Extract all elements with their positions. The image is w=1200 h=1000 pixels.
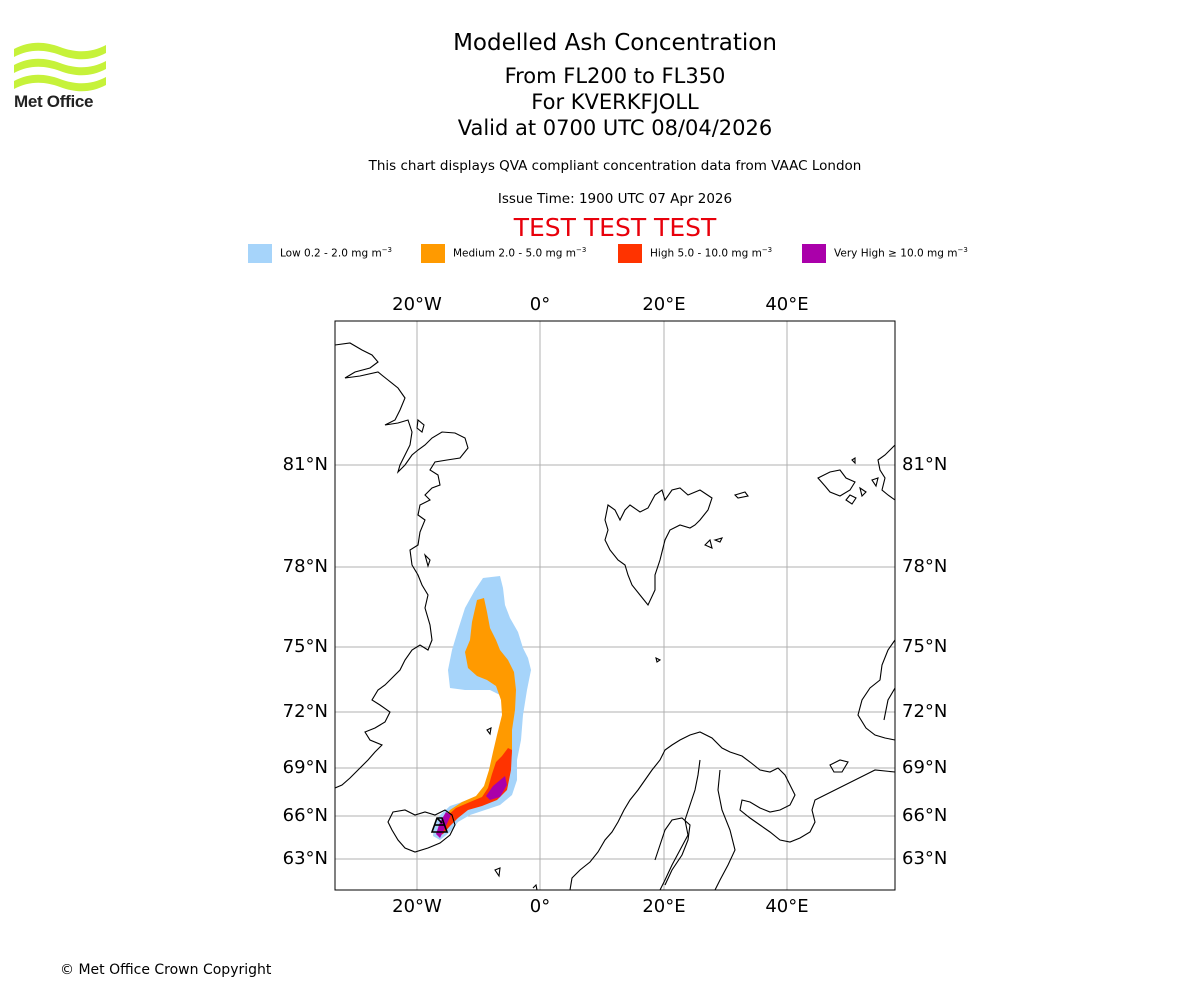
met-office-logo-icon xyxy=(14,42,106,92)
lat-tick-left-78: 78°N xyxy=(283,556,328,577)
chart-title: Modelled Ash Concentration xyxy=(453,30,777,56)
map-frame xyxy=(334,320,896,891)
legend-label-high: High 5.0 - 10.0 mg m−3 xyxy=(650,246,773,260)
lat-tick-left-81: 81°N xyxy=(283,454,328,475)
scandinavia-coast xyxy=(569,731,895,890)
coastlines xyxy=(335,342,895,890)
test-banner: TEST TEST TEST xyxy=(513,213,717,242)
lat-tick-right-81: 81°N xyxy=(902,454,947,475)
lat-tick-left-72: 72°N xyxy=(283,701,328,722)
iceland-coast xyxy=(387,809,456,853)
lon-tick-top-0: 0° xyxy=(530,294,550,315)
lat-tick-left-69: 69°N xyxy=(283,757,328,778)
legend-swatch-medium xyxy=(421,244,445,263)
lat-tick-right-63: 63°N xyxy=(902,848,947,869)
volcano-marker-icon xyxy=(430,817,449,833)
lon-tick-bottom-20e: 20°E xyxy=(642,896,685,917)
lon-tick-bottom-0: 0° xyxy=(530,896,550,917)
svalbard-coast xyxy=(604,487,713,607)
volcano-name: For KVERKFJOLL xyxy=(531,90,699,114)
ash-high-region xyxy=(438,748,512,836)
ash-very-high-region xyxy=(486,776,507,800)
legend-swatch-low xyxy=(248,244,272,263)
legend-label-medium: Medium 2.0 - 5.0 mg m−3 xyxy=(453,246,587,260)
copyright: © Met Office Crown Copyright xyxy=(60,962,272,978)
lat-tick-left-63: 63°N xyxy=(283,848,328,869)
issue-time: Issue Time: 1900 UTC 07 Apr 2026 xyxy=(497,191,733,207)
lon-tick-bottom-20w: 20°W xyxy=(392,896,442,917)
legend-swatch-very-high xyxy=(802,244,826,263)
flight-levels: From FL200 to FL350 xyxy=(504,64,726,88)
lon-tick-bottom-40e: 40°E xyxy=(765,896,808,917)
lon-tick-top-20e: 20°E xyxy=(642,294,685,315)
lat-tick-right-72: 72°N xyxy=(902,701,947,722)
legend-label-low: Low 0.2 - 2.0 mg m−3 xyxy=(280,246,393,260)
gridlines xyxy=(335,321,895,890)
chart-subtitle: This chart displays QVA compliant concen… xyxy=(368,158,862,174)
lat-tick-right-75: 75°N xyxy=(902,636,947,657)
lat-tick-left-75: 75°N xyxy=(283,636,328,657)
legend-swatch-high xyxy=(618,244,642,263)
legend-label-very-high: Very High ≥ 10.0 mg m−3 xyxy=(834,246,968,260)
valid-time: Valid at 0700 UTC 08/04/2026 xyxy=(457,116,773,140)
lat-tick-right-78: 78°N xyxy=(902,556,947,577)
lat-tick-left-66: 66°N xyxy=(283,805,328,826)
lon-tick-top-40e: 40°E xyxy=(765,294,808,315)
lon-tick-top-20w: 20°W xyxy=(392,294,442,315)
lat-tick-right-66: 66°N xyxy=(902,805,947,826)
logo-text: Met Office xyxy=(14,92,94,111)
lat-tick-right-69: 69°N xyxy=(902,757,947,778)
